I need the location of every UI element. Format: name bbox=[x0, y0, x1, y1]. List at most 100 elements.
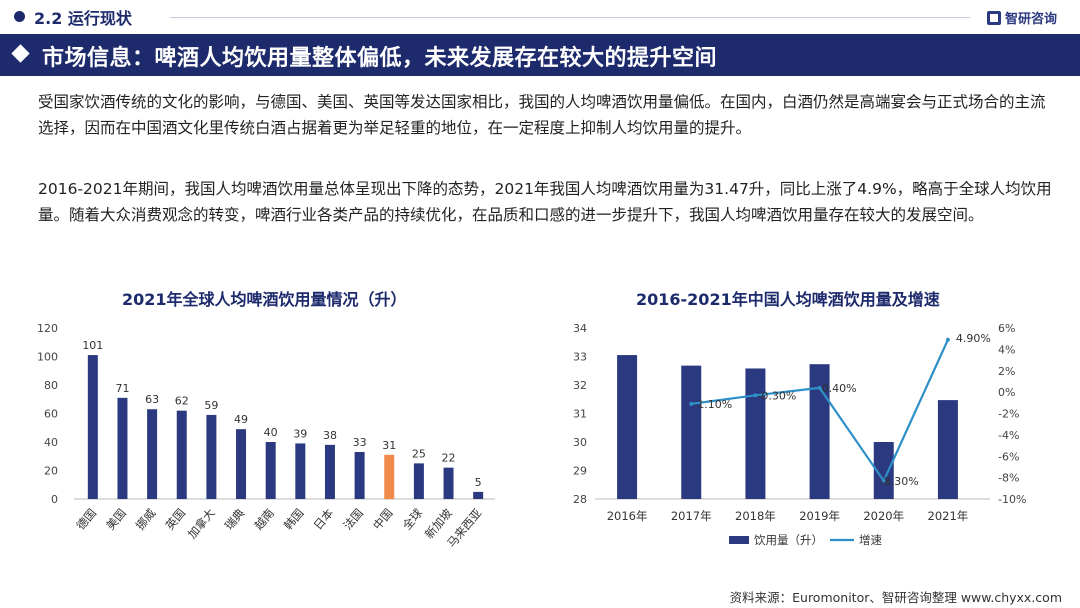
divider-line bbox=[170, 17, 970, 18]
data-label: 39 bbox=[293, 427, 307, 440]
x-tick-label: 2016年 bbox=[607, 509, 648, 523]
legend-swatch-bars bbox=[729, 536, 749, 544]
right-y-tick-label: 4% bbox=[998, 343, 1015, 356]
diamond-icon bbox=[11, 44, 30, 63]
bar-越南 bbox=[265, 442, 276, 499]
x-tick-label: 2017年 bbox=[671, 509, 712, 523]
growth-point bbox=[753, 393, 758, 398]
growth-label: -8.30% bbox=[880, 475, 919, 488]
left-y-tick-label: 31 bbox=[573, 408, 587, 421]
bar-英国 bbox=[176, 410, 187, 499]
bullet-dot-icon bbox=[14, 11, 25, 22]
x-tick-label: 2020年 bbox=[863, 509, 904, 523]
right-y-tick-label: 2% bbox=[998, 365, 1015, 378]
brand-logo: 智研咨询 bbox=[987, 8, 1057, 27]
x-tick-label: 2018年 bbox=[735, 509, 776, 523]
section-heading: 2.2 运行现状 bbox=[34, 9, 132, 28]
data-label: 25 bbox=[412, 447, 426, 460]
bar-2016年 bbox=[617, 355, 638, 499]
bar-2019年 bbox=[809, 364, 830, 499]
data-label: 49 bbox=[234, 413, 248, 426]
y-tick-label: 20 bbox=[44, 465, 58, 478]
bar-2018年 bbox=[745, 368, 766, 499]
x-tick-label: 德国 bbox=[74, 506, 100, 533]
growth-label: -0.30% bbox=[757, 389, 796, 402]
growth-point bbox=[881, 478, 886, 483]
x-tick-label: 法国 bbox=[340, 506, 366, 533]
right-y-tick-label: 0% bbox=[998, 386, 1015, 399]
right-y-tick-label: -4% bbox=[998, 429, 1019, 442]
bar-全球 bbox=[413, 463, 424, 499]
growth-point bbox=[817, 385, 822, 390]
legend-label-bars: 饮用量（升） bbox=[754, 533, 823, 547]
left-y-tick-label: 33 bbox=[573, 351, 587, 364]
bar-瑞典 bbox=[236, 429, 247, 499]
x-tick-label: 瑞典 bbox=[222, 506, 248, 533]
growth-label: 4.90% bbox=[956, 332, 991, 345]
data-label: 59 bbox=[204, 399, 218, 412]
logo-text: 智研咨询 bbox=[1005, 12, 1058, 27]
right-y-tick-label: -10% bbox=[998, 493, 1026, 506]
growth-label: -1.10% bbox=[693, 398, 732, 411]
logo-icon bbox=[987, 11, 1001, 25]
y-tick-label: 40 bbox=[44, 436, 58, 449]
data-label: 62 bbox=[175, 395, 189, 408]
bar-美国 bbox=[117, 397, 128, 499]
chart2-title: 2016-2021年中国人均啤酒饮用量及增速 bbox=[636, 290, 940, 309]
bar-挪威 bbox=[147, 409, 158, 499]
data-label: 38 bbox=[323, 429, 337, 442]
paragraph-1: 受国家饮酒传统的文化的影响，与德国、美国、英国等发达国家相比，我国的人均啤酒饮用… bbox=[38, 93, 1046, 137]
bar-新加坡 bbox=[443, 467, 454, 499]
bar-2021年 bbox=[937, 400, 958, 499]
data-label: 33 bbox=[353, 436, 367, 449]
source-note: 资料来源：Euromonitor、智研咨询整理 www.chyxx.com bbox=[729, 590, 1062, 605]
y-tick-label: 0 bbox=[51, 493, 58, 506]
banner-title: 市场信息：啤酒人均饮用量整体偏低，未来发展存在较大的提升空间 bbox=[42, 46, 718, 71]
chart-china-beer-consumption: 28 29 30 31 32 33 34 -10% -8% -6% -4% -2% 0% 2% 4% 6% 20… bbox=[573, 322, 1026, 547]
data-label: 31 bbox=[382, 439, 396, 452]
data-label: 5 bbox=[475, 476, 482, 489]
bar-马来西亚 bbox=[473, 491, 484, 499]
legend-label-line: 增速 bbox=[859, 533, 882, 547]
title-banner: 市场信息：啤酒人均饮用量整体偏低，未来发展存在较大的提升空间 bbox=[0, 34, 1080, 76]
bar-法国 bbox=[354, 451, 365, 499]
data-label: 71 bbox=[115, 382, 129, 395]
data-label: 22 bbox=[442, 452, 456, 465]
left-y-tick-label: 28 bbox=[573, 493, 587, 506]
left-y-tick-label: 34 bbox=[573, 322, 587, 335]
growth-point bbox=[689, 401, 694, 406]
growth-label: 0.40% bbox=[822, 382, 857, 395]
chart-global-beer-consumption: 0 20 40 60 80 100 120 101 德国 71 美国 63 挪威 62 英国 59 加拿大 49 瑞… bbox=[37, 322, 495, 550]
x-tick-label: 挪威 bbox=[133, 506, 159, 533]
y-tick-label: 60 bbox=[44, 408, 58, 421]
right-y-tick-label: -6% bbox=[998, 450, 1019, 463]
top-bar: 2.2 运行现状 智研咨询 bbox=[0, 0, 1080, 34]
left-y-tick-label: 29 bbox=[573, 465, 587, 478]
bar-2017年 bbox=[681, 365, 702, 499]
left-y-tick-label: 32 bbox=[573, 379, 587, 392]
bar-德国 bbox=[87, 355, 98, 499]
x-tick-label: 英国 bbox=[163, 506, 189, 533]
x-tick-label: 2021年 bbox=[928, 509, 969, 523]
right-y-tick-label: -8% bbox=[998, 472, 1019, 485]
x-tick-label: 美国 bbox=[103, 506, 129, 533]
x-tick-label: 韩国 bbox=[281, 506, 307, 533]
x-tick-label: 中国 bbox=[370, 506, 396, 533]
bar-2020年 bbox=[873, 442, 894, 499]
chart1-title: 2021年全球人均啤酒饮用量情况（升） bbox=[122, 290, 407, 309]
data-label: 101 bbox=[82, 339, 103, 352]
x-tick-label: 加拿大 bbox=[185, 506, 218, 542]
data-label: 40 bbox=[264, 426, 278, 439]
bar-加拿大 bbox=[206, 414, 217, 499]
bar-日本 bbox=[324, 444, 335, 499]
right-y-tick-label: -2% bbox=[998, 408, 1019, 421]
left-y-tick-label: 30 bbox=[573, 436, 587, 449]
data-label: 63 bbox=[145, 393, 159, 406]
paragraph-2: 2016-2021年期间，我国人均啤酒饮用量总体呈现出下降的态势，2021年我国… bbox=[38, 180, 1052, 224]
growth-point bbox=[945, 337, 950, 342]
bar-韩国 bbox=[295, 443, 306, 499]
x-tick-label: 日本 bbox=[311, 506, 337, 533]
bar-中国 bbox=[384, 454, 395, 499]
right-y-tick-label: 6% bbox=[998, 322, 1015, 335]
y-tick-label: 120 bbox=[37, 322, 58, 335]
